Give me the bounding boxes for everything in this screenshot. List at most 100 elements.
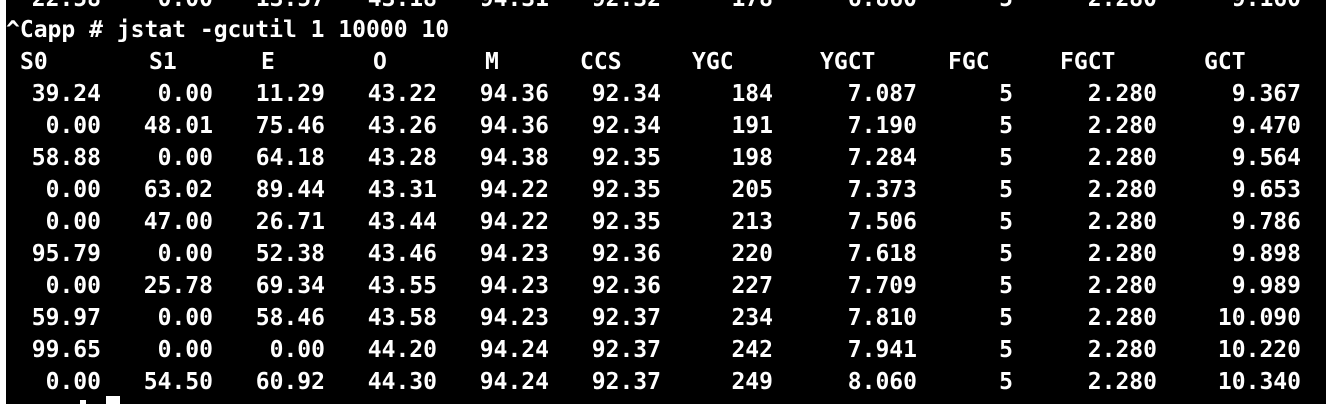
cell-gct: 10.220 <box>1217 337 1301 363</box>
table-row: 95.79 0.00 52.38 43.46 94.23 92.36 220 7.618 5 2.… <box>6 238 1326 270</box>
column-header-fgct: FGCT <box>1060 49 1116 75</box>
prompt-partial-glyph <box>80 400 86 404</box>
column-header-s0: S0 <box>20 49 48 75</box>
cell-gct: 9.564 <box>1231 145 1301 171</box>
cell-ygct: 7.941 <box>847 337 917 363</box>
cell-o: 43.22 <box>367 81 437 107</box>
cell-ccs: 92.35 <box>591 209 661 235</box>
cell-s0: 0.00 <box>45 209 101 235</box>
cell-s1: 0.00 <box>157 145 213 171</box>
cell-ygc: 234 <box>731 305 773 331</box>
partial-cell-s0: 22.58 <box>32 0 101 15</box>
cell-ccs: 92.36 <box>591 273 661 299</box>
table-row: 0.00 54.50 60.92 44.30 94.24 92.37 249 8.060 5 2.… <box>6 366 1326 398</box>
cell-ccs: 92.35 <box>591 145 661 171</box>
partial-cell-m: 94.31 <box>480 0 549 15</box>
cell-gct: 9.367 <box>1231 81 1301 107</box>
cell-gct: 9.470 <box>1231 113 1301 139</box>
cell-gct: 9.786 <box>1231 209 1301 235</box>
cell-m: 94.23 <box>479 305 549 331</box>
cell-o: 43.46 <box>367 241 437 267</box>
cell-ccs: 92.35 <box>591 177 661 203</box>
column-header-fgc: FGC <box>948 49 990 75</box>
cell-m: 94.36 <box>479 81 549 107</box>
table-row: 0.00 47.00 26.71 43.44 94.22 92.35 213 7.506 5 2.… <box>6 206 1326 238</box>
cell-ygct: 7.190 <box>847 113 917 139</box>
partial-cell-gct: 9.160 <box>1232 0 1301 15</box>
column-header-o: O <box>373 49 387 75</box>
cell-fgc: 5 <box>999 209 1013 235</box>
table-row: 0.00 48.01 75.46 43.26 94.36 92.34 191 7.190 5 2.… <box>6 110 1326 142</box>
cell-ccs: 92.37 <box>591 305 661 331</box>
cell-fgct: 2.280 <box>1087 337 1157 363</box>
cell-o: 43.44 <box>367 209 437 235</box>
table-row: 39.24 0.00 11.29 43.22 94.36 92.34 184 7.087 5 2.… <box>6 78 1326 110</box>
terminal-window[interactable]: 22.580.0013.5743.1894.3192.321786.86052.… <box>6 0 1326 404</box>
cell-s1: 25.78 <box>143 273 213 299</box>
column-header-m: M <box>485 49 499 75</box>
cell-ygc: 213 <box>731 209 773 235</box>
cell-m: 94.23 <box>479 273 549 299</box>
cell-ccs: 92.37 <box>591 369 661 395</box>
cell-o: 43.28 <box>367 145 437 171</box>
cell-ygct: 7.810 <box>847 305 917 331</box>
cell-m: 94.24 <box>479 337 549 363</box>
column-header-ygct: YGCT <box>820 49 876 75</box>
cell-ygct: 7.087 <box>847 81 917 107</box>
cell-e: 64.18 <box>255 145 325 171</box>
cell-fgct: 2.280 <box>1087 241 1157 267</box>
partial-cell-s1: 0.00 <box>158 0 213 15</box>
terminal-command-line: ^Capp # jstat -gcutil 1 10000 10 <box>6 17 450 43</box>
partial-cell-ygct: 6.860 <box>848 0 917 15</box>
cell-s1: 0.00 <box>157 81 213 107</box>
cell-s0: 99.65 <box>31 337 101 363</box>
cell-s1: 63.02 <box>143 177 213 203</box>
cell-ccs: 92.34 <box>591 113 661 139</box>
cell-gct: 9.898 <box>1231 241 1301 267</box>
cell-s1: 54.50 <box>143 369 213 395</box>
partial-cell-o: 43.18 <box>368 0 437 15</box>
column-header-ccs: CCS <box>580 49 622 75</box>
cell-o: 44.30 <box>367 369 437 395</box>
cell-s0: 0.00 <box>45 177 101 203</box>
table-row: 59.97 0.00 58.46 43.58 94.23 92.37 234 7.810 5 2.… <box>6 302 1326 334</box>
terminal-prompt-line[interactable]: # <box>80 396 120 404</box>
partial-cell-e: 13.57 <box>256 0 325 15</box>
cell-gct: 10.340 <box>1217 369 1301 395</box>
table-row: 58.88 0.00 64.18 43.28 94.38 92.35 198 7.284 5 2.… <box>6 142 1326 174</box>
cell-fgc: 5 <box>999 241 1013 267</box>
table-row: 0.00 63.02 89.44 43.31 94.22 92.35 205 7.373 5 2.… <box>6 174 1326 206</box>
column-header-ygc: YGC <box>692 49 734 75</box>
cell-ygc: 220 <box>731 241 773 267</box>
table-row: 99.65 0.00 0.00 44.20 94.24 92.37 242 7.941 5 2.2… <box>6 334 1326 366</box>
cell-o: 43.31 <box>367 177 437 203</box>
cell-ccs: 92.36 <box>591 241 661 267</box>
cell-ygc: 205 <box>731 177 773 203</box>
cell-fgct: 2.280 <box>1087 209 1157 235</box>
text-cursor <box>106 396 120 404</box>
cell-e: 11.29 <box>255 81 325 107</box>
partial-cell-ccs: 92.32 <box>592 0 661 15</box>
cell-s1: 0.00 <box>157 337 213 363</box>
cell-s0: 95.79 <box>31 241 101 267</box>
terminal-partial-row: 22.58 0.00 13.57 43.18 94.31 92.32 178 6.860 5 2.… <box>6 0 1326 15</box>
cell-fgc: 5 <box>999 337 1013 363</box>
cell-ygct: 7.506 <box>847 209 917 235</box>
cell-m: 94.23 <box>479 241 549 267</box>
cell-ygc: 249 <box>731 369 773 395</box>
cell-m: 94.22 <box>479 209 549 235</box>
cell-fgc: 5 <box>999 113 1013 139</box>
cell-fgct: 2.280 <box>1087 369 1157 395</box>
cell-e: 58.46 <box>255 305 325 331</box>
cell-fgc: 5 <box>999 177 1013 203</box>
cell-ccs: 92.37 <box>591 337 661 363</box>
cell-ygct: 7.618 <box>847 241 917 267</box>
column-header-gct: GCT <box>1204 49 1246 75</box>
cell-fgct: 2.280 <box>1087 113 1157 139</box>
cell-e: 89.44 <box>255 177 325 203</box>
cell-ccs: 92.34 <box>591 81 661 107</box>
cell-fgct: 2.280 <box>1087 145 1157 171</box>
column-header-s1: S1 <box>149 49 177 75</box>
cell-e: 75.46 <box>255 113 325 139</box>
cell-fgc: 5 <box>999 273 1013 299</box>
